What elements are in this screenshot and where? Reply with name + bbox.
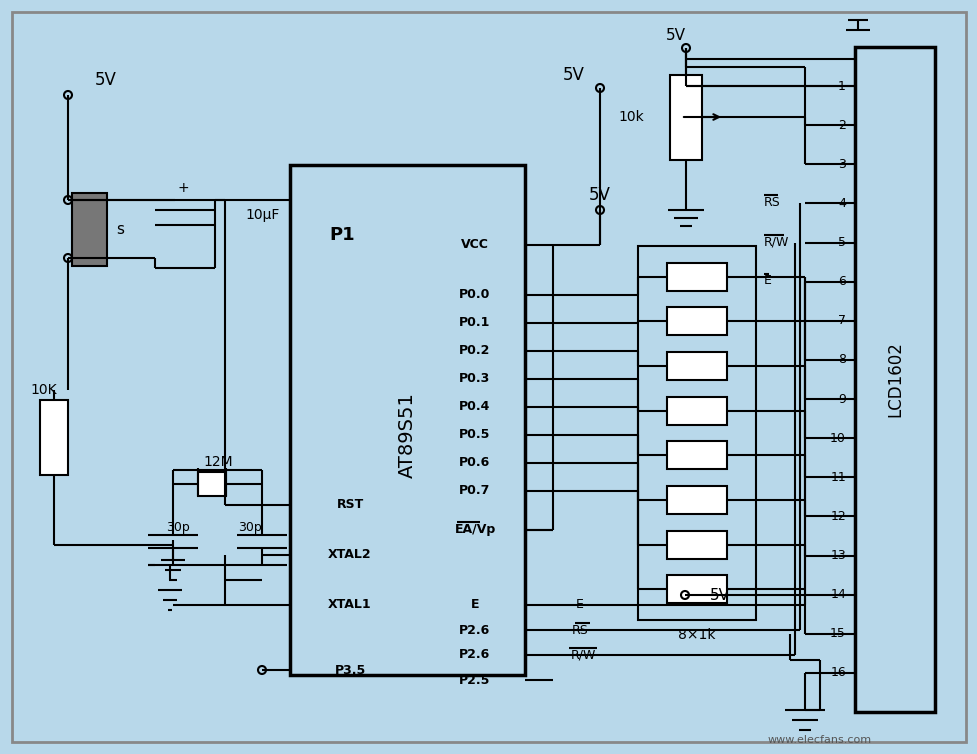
Text: 5V: 5V: [95, 71, 117, 89]
Bar: [72, 193, 106, 266]
Text: XTAL2: XTAL2: [328, 548, 371, 562]
Text: 30p: 30p: [166, 522, 190, 535]
Text: www.elecfans.com: www.elecfans.com: [767, 735, 871, 745]
Text: P0.3: P0.3: [459, 372, 490, 385]
Bar: [854, 47, 934, 712]
Bar: [666, 531, 726, 559]
Text: P0.7: P0.7: [459, 485, 490, 498]
Text: P2.6: P2.6: [459, 648, 490, 661]
Text: LCD1602: LCD1602: [885, 342, 903, 418]
Text: 5V: 5V: [665, 27, 685, 42]
Text: 30p: 30p: [237, 522, 262, 535]
Text: P0.5: P0.5: [459, 428, 490, 442]
Text: 10k: 10k: [617, 110, 643, 124]
Text: P0.0: P0.0: [459, 289, 490, 302]
Text: 1: 1: [837, 80, 845, 93]
Text: 8: 8: [837, 354, 845, 366]
Text: P0.1: P0.1: [459, 317, 490, 329]
Text: 12: 12: [829, 510, 845, 523]
Text: P2.5: P2.5: [459, 673, 490, 686]
Bar: [637, 246, 755, 620]
Text: P0.2: P0.2: [459, 345, 490, 357]
Text: VCC: VCC: [460, 238, 488, 252]
Text: 11: 11: [829, 470, 845, 484]
Text: RST: RST: [336, 498, 363, 511]
Bar: [40, 400, 68, 475]
Text: 10: 10: [829, 432, 845, 445]
Text: 5: 5: [837, 236, 845, 249]
Text: +: +: [177, 181, 189, 195]
Text: 9: 9: [837, 393, 845, 406]
Text: 10K: 10K: [30, 383, 57, 397]
Text: 2: 2: [837, 118, 845, 132]
Bar: [669, 75, 701, 160]
Bar: [666, 352, 726, 380]
Text: 5V: 5V: [563, 66, 584, 84]
Text: E: E: [763, 274, 771, 287]
Text: R/W: R/W: [570, 648, 595, 661]
Text: 10μF: 10μF: [245, 208, 279, 222]
Text: XTAL1: XTAL1: [328, 599, 371, 611]
Bar: [290, 165, 525, 675]
Text: 14: 14: [829, 588, 845, 601]
Text: 8×1k: 8×1k: [678, 628, 715, 642]
Text: 12M: 12M: [203, 455, 233, 469]
Text: 15: 15: [829, 627, 845, 640]
Bar: [666, 441, 726, 469]
Text: P2.6: P2.6: [459, 624, 490, 636]
Text: R/W: R/W: [763, 235, 788, 248]
Text: 6: 6: [837, 275, 845, 288]
Bar: [666, 308, 726, 336]
Text: 16: 16: [829, 667, 845, 679]
Text: RS: RS: [763, 196, 780, 209]
Text: 13: 13: [829, 549, 845, 562]
Text: 5V: 5V: [588, 186, 611, 204]
Text: AT89S51: AT89S51: [398, 392, 416, 478]
Text: E: E: [575, 599, 583, 611]
Text: P0.4: P0.4: [459, 400, 490, 413]
Bar: [666, 262, 726, 290]
Text: s: s: [116, 222, 124, 238]
Text: 3: 3: [837, 158, 845, 171]
Bar: [666, 486, 726, 514]
Text: P3.5: P3.5: [334, 664, 365, 676]
Text: EA/Vp: EA/Vp: [454, 523, 495, 537]
Bar: [666, 575, 726, 603]
Text: 7: 7: [837, 314, 845, 327]
Text: P0.6: P0.6: [459, 456, 490, 470]
Text: 5V: 5V: [709, 587, 729, 602]
Text: RS: RS: [571, 624, 588, 636]
Text: P1: P1: [329, 226, 355, 244]
Text: E: E: [470, 599, 479, 611]
Text: 4: 4: [837, 197, 845, 210]
Bar: [197, 472, 226, 496]
Bar: [666, 397, 726, 425]
